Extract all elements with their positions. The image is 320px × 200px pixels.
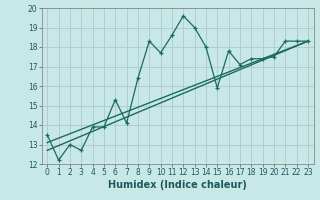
X-axis label: Humidex (Indice chaleur): Humidex (Indice chaleur) (108, 180, 247, 190)
